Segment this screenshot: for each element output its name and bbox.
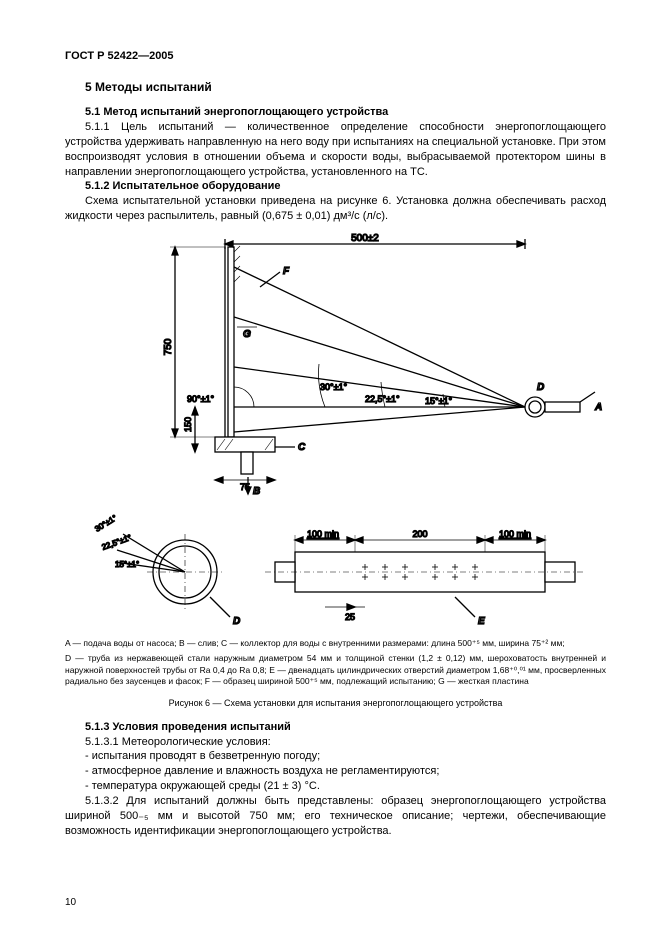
section-5-title: 5 Методы испытаний (85, 80, 606, 94)
li-2: - атмосферное давление и влажность возду… (85, 764, 606, 779)
legend-line-2: D — труба из нержавеющей стали наружным … (65, 653, 606, 687)
dim-100min-r: 100 min (499, 529, 531, 539)
label-B: B (253, 486, 260, 497)
li-1: - испытания проводят в безветренную пого… (85, 749, 606, 764)
label-C: C (298, 442, 306, 453)
dim-200: 200 (412, 529, 427, 539)
dim-150: 150 (183, 417, 193, 432)
para-5-1-1: 5.1.1 Цель испытаний — количественное оп… (65, 120, 606, 179)
figure-6-svg: 500±2 750 30°±1° 22,5°±1° (65, 232, 605, 632)
para-5-1-2: Схема испытательной установки приведена … (65, 194, 606, 224)
page-number: 10 (65, 897, 76, 908)
label-E: E (478, 616, 485, 627)
label-F: F (283, 266, 290, 277)
ang-30: 30°±1° (320, 382, 348, 392)
dim-75: 75 (240, 482, 250, 492)
dim-750: 750 (163, 338, 174, 355)
ang-90: 90°±1° (187, 394, 215, 404)
label-D-top: D (537, 382, 544, 393)
li-3: - температура окружающей среды (21 ± 3) … (85, 779, 606, 794)
b-ang-30: 30°±1° (93, 513, 118, 533)
dim-25: 25 (345, 612, 355, 622)
ang-22-5: 22,5°±1° (365, 394, 400, 404)
doc-header: ГОСТ Р 52422—2005 (65, 50, 606, 62)
figure-6-caption: Рисунок 6 — Схема установки для испытани… (65, 698, 606, 708)
subsection-5-1-2: 5.1.2 Испытательное оборудование (65, 179, 606, 194)
subsection-5-1-3: 5.1.3 Условия проведения испытаний (65, 720, 606, 735)
b-ang-225: 22,5°±1° (101, 533, 133, 552)
b-ang-15: 15°±1° (115, 560, 139, 569)
page: ГОСТ Р 52422—2005 5 Методы испытаний 5.1… (0, 0, 661, 936)
subsection-5-1-title: 5.1 Метод испытаний энергопоглощающего у… (85, 106, 606, 118)
label-G: G (243, 329, 251, 340)
dim-500: 500±2 (351, 233, 379, 244)
ang-15: 15°±1° (425, 396, 453, 406)
legend-line-1: A — подача воды от насоса; B — слив; C —… (65, 638, 606, 649)
figure-6: 500±2 750 30°±1° 22,5°±1° (65, 232, 606, 632)
para-5-1-3-1-head: 5.1.3.1 Метеорологические условия: (65, 735, 606, 750)
subsection-5-1-3-title: 5.1.3 Условия проведения испытаний (85, 721, 291, 733)
label-A: A (594, 402, 602, 413)
subsection-5-1-2-title: 5.1.2 Испытательное оборудование (85, 180, 281, 192)
label-D-bottom: D (233, 616, 240, 627)
para-5-1-3-2: 5.1.3.2 Для испытаний должны быть предст… (65, 794, 606, 839)
dim-100min-l: 100 min (307, 529, 339, 539)
